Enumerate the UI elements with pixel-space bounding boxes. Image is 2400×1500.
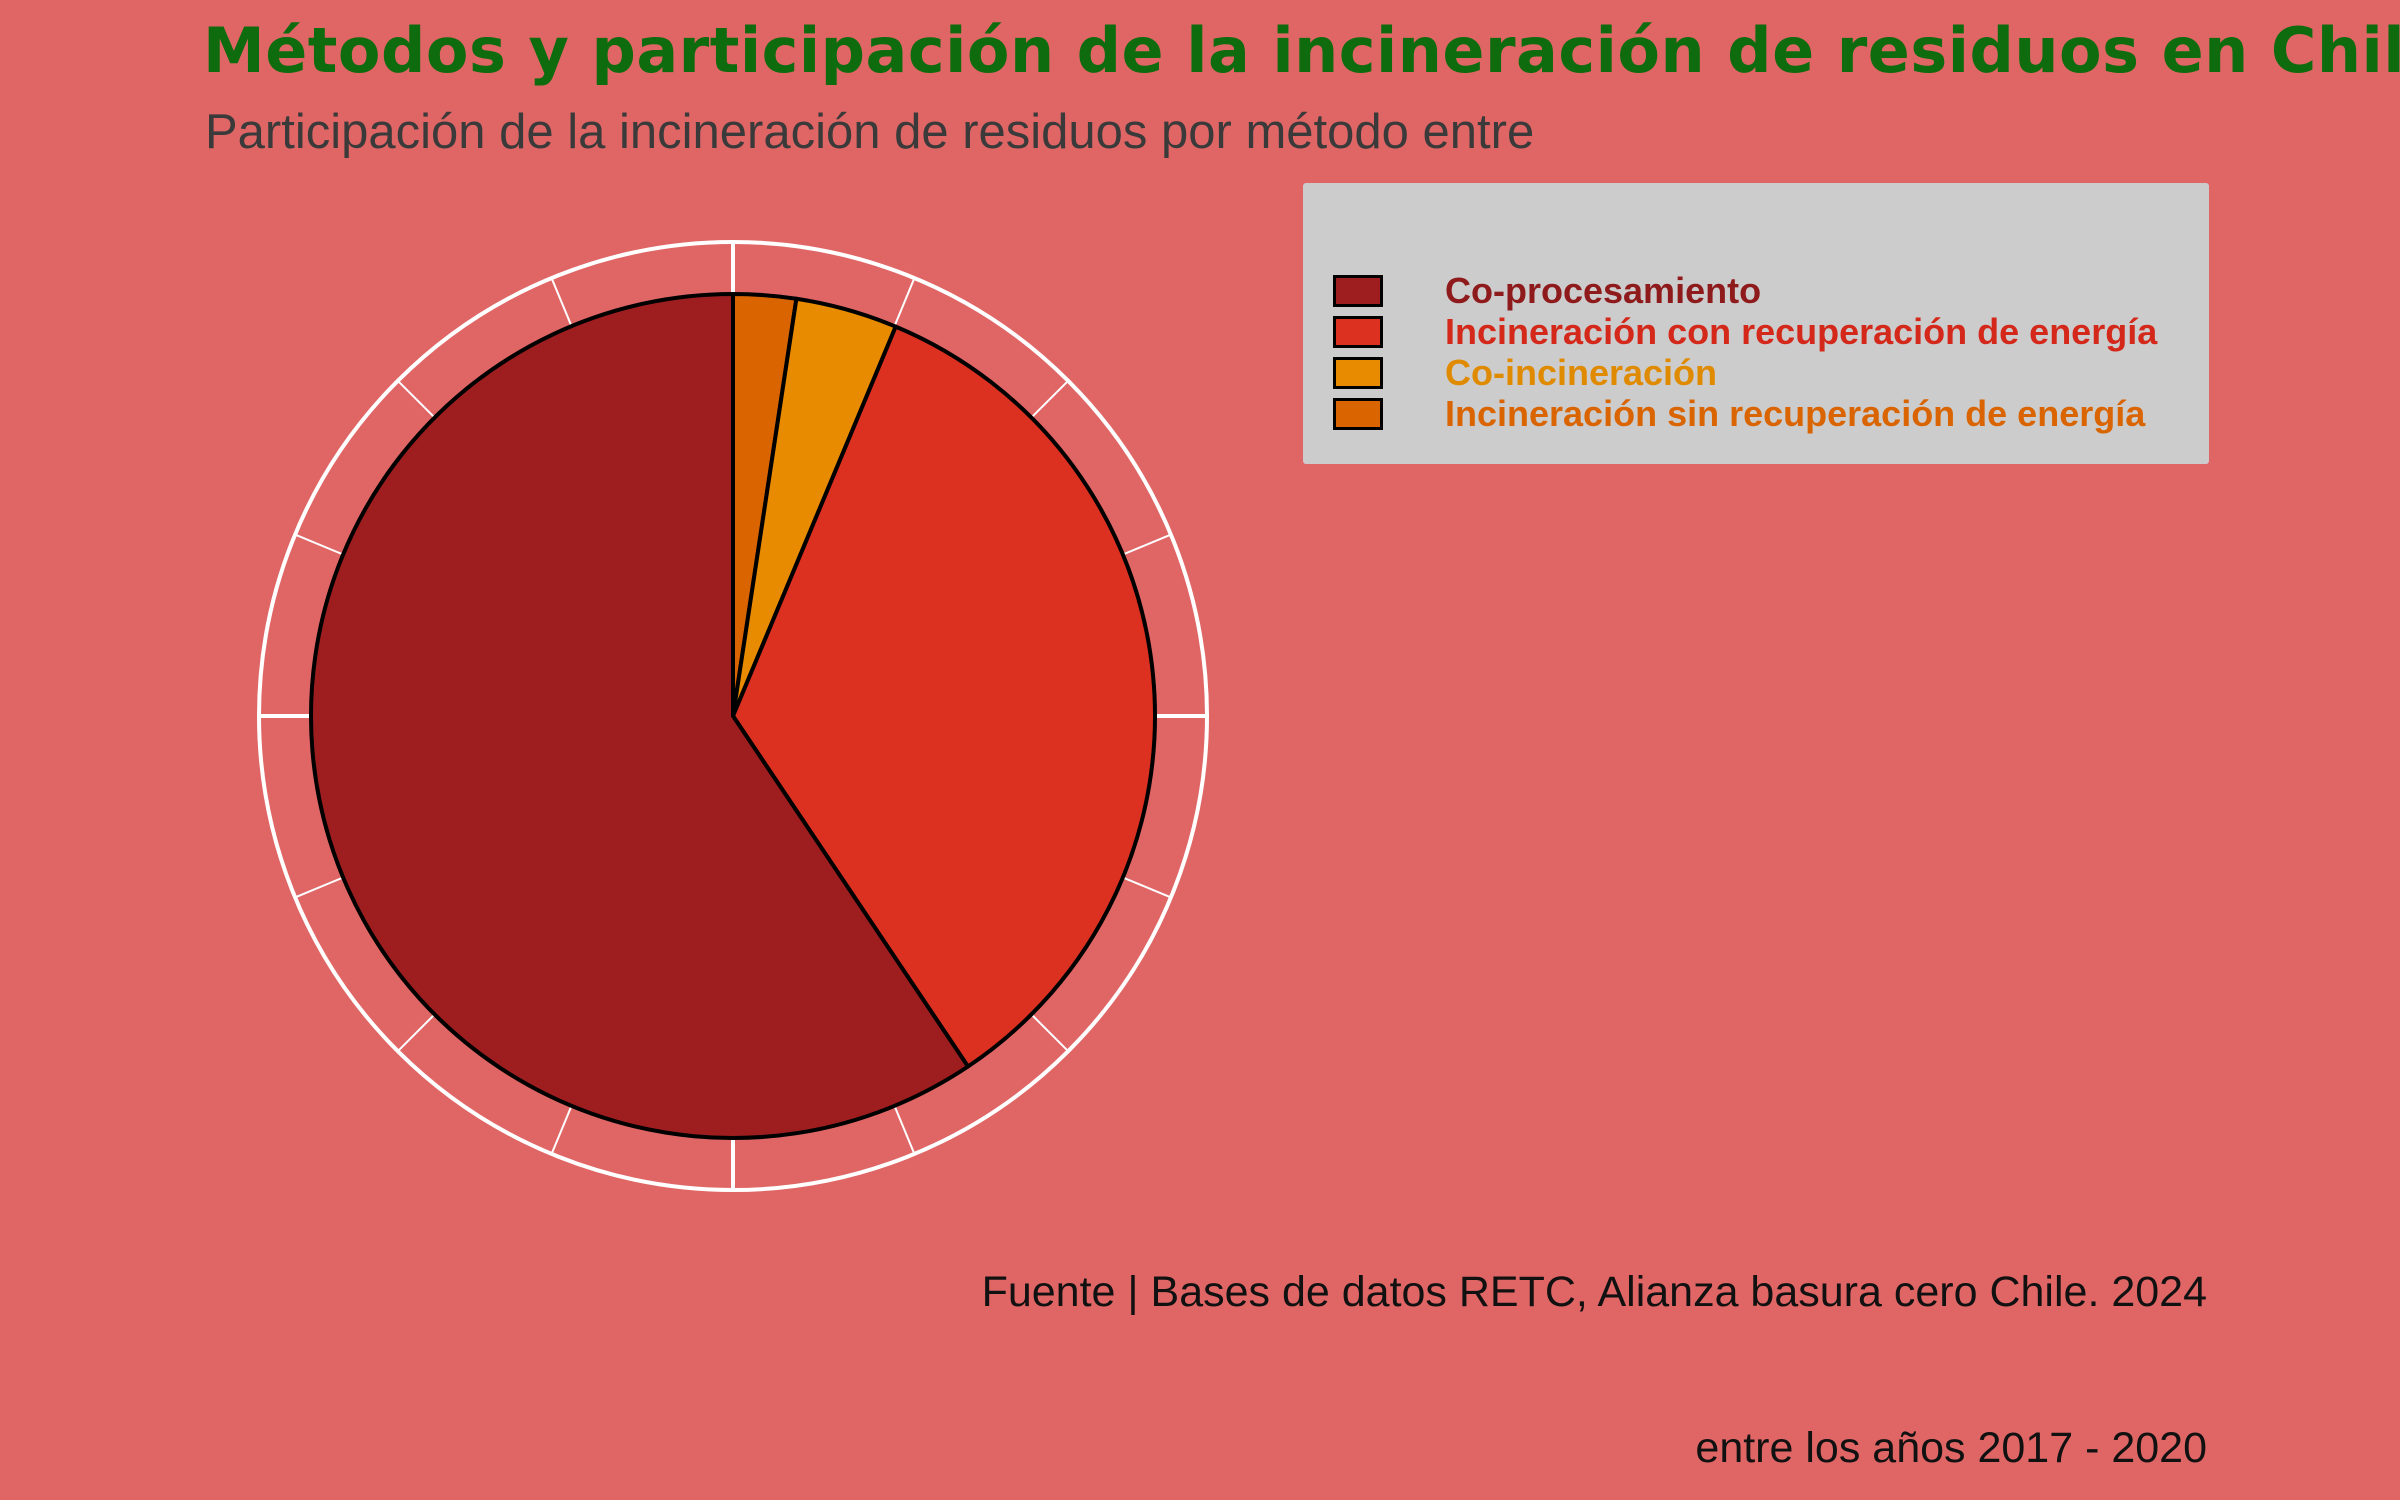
- legend-swatch: [1333, 357, 1383, 389]
- grid-tick: [1030, 1013, 1069, 1052]
- grid-tick: [893, 1105, 916, 1155]
- legend: Co-procesamiento Incineración con recupe…: [1303, 183, 2209, 464]
- grid-tick: [550, 1105, 573, 1155]
- grid-tick: [294, 876, 344, 899]
- grid-tick: [294, 533, 344, 556]
- legend-label: Co-procesamiento: [1445, 270, 1762, 311]
- chart-subtitle: Participación de la incineración de resi…: [205, 105, 1535, 159]
- grid-tick: [397, 1013, 436, 1052]
- grid-tick: [1122, 876, 1172, 899]
- chart-title: Métodos y participación de la incineraci…: [203, 14, 2400, 87]
- source-caption: Fuente | Bases de datos RETC, Alianza ba…: [981, 1268, 2207, 1316]
- legend-label: Incineración sin recuperación de energía: [1445, 393, 2146, 434]
- grid-tick: [397, 380, 436, 419]
- legend-swatch: [1333, 275, 1383, 307]
- legend-swatch: [1333, 316, 1383, 348]
- years-caption: entre los años 2017 - 2020: [1695, 1424, 2207, 1472]
- legend-item-incineracion-sin-recuperacion: Incineración sin recuperación de energía: [1333, 393, 2146, 434]
- legend-swatch: [1333, 398, 1383, 430]
- polar-grid: [257, 240, 1209, 1192]
- legend-item-incineracion-con-recuperacion: Incineración con recuperación de energía: [1333, 311, 2158, 352]
- legend-label: Co-incineración: [1445, 352, 1718, 393]
- grid-tick: [893, 277, 916, 327]
- grid-tick: [1122, 533, 1172, 556]
- pie-slice: [731, 324, 1157, 1069]
- pie-slice: [309, 292, 971, 1140]
- legend-item-co-incineracion: Co-incineración: [1333, 352, 1718, 393]
- grid-tick: [1030, 380, 1069, 419]
- pie-slices: [309, 292, 1157, 1140]
- legend-label: Incineración con recuperación de energía: [1445, 311, 2158, 352]
- legend-item-co-procesamiento: Co-procesamiento: [1333, 270, 1762, 311]
- grid-tick: [550, 277, 573, 327]
